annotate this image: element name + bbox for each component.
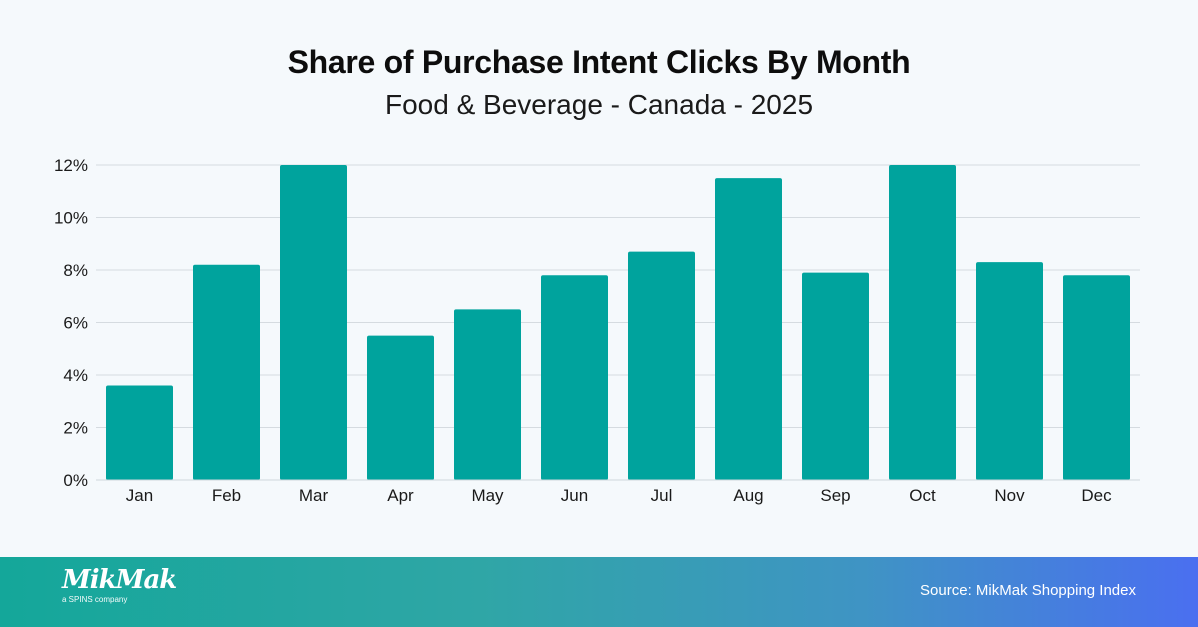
x-tick-label: Dec <box>1081 486 1112 505</box>
footer-band: MikMak a SPINS company Source: MikMak Sh… <box>0 557 1198 627</box>
bar-chart: 0% 2% 4% 6% 8% 10% 12% Jan Feb Mar Apr May Jun Jul Aug… <box>54 156 1140 505</box>
mikmak-logo: MikMak a SPINS company <box>62 565 177 605</box>
y-tick-label: 2% <box>63 419 88 438</box>
x-tick-label: Feb <box>212 486 241 505</box>
x-tick-label: Jun <box>561 486 588 505</box>
x-tick-label: Apr <box>387 486 414 505</box>
chart-title: Share of Purchase Intent Clicks By Month <box>287 44 911 80</box>
logo-wordmark: MikMak <box>62 565 177 595</box>
x-tick-label: Mar <box>299 486 329 505</box>
bar-nov <box>976 262 1043 480</box>
y-tick-label: 8% <box>63 261 88 280</box>
x-tick-label: Aug <box>733 486 763 505</box>
bar-jul <box>628 251 695 480</box>
bar-oct <box>889 165 956 480</box>
y-tick-label: 4% <box>63 366 88 385</box>
logo-tagline: a SPINS company <box>62 595 128 604</box>
y-tick-label: 6% <box>63 314 88 333</box>
bar-jun <box>541 275 608 480</box>
bar-dec <box>1063 275 1130 480</box>
source-note: Source: MikMak Shopping Index <box>920 582 1136 599</box>
y-tick-label: 0% <box>63 471 88 490</box>
bar-mar <box>280 165 347 480</box>
bar-sep <box>802 272 869 480</box>
bar-apr <box>367 335 434 480</box>
x-tick-label: May <box>471 486 504 505</box>
chart-subtitle: Food & Beverage - Canada - 2025 <box>384 89 814 120</box>
y-tick-label: 12% <box>54 156 88 175</box>
bar-aug <box>715 178 782 480</box>
bar-jan <box>106 385 173 480</box>
x-tick-label: Jan <box>126 486 153 505</box>
y-tick-label: 10% <box>54 209 88 228</box>
bar-may <box>454 309 521 480</box>
bar-feb <box>193 264 260 480</box>
x-tick-label: Sep <box>820 486 850 505</box>
x-tick-label: Nov <box>994 486 1025 505</box>
x-tick-label: Oct <box>909 486 936 505</box>
x-tick-label: Jul <box>651 486 673 505</box>
